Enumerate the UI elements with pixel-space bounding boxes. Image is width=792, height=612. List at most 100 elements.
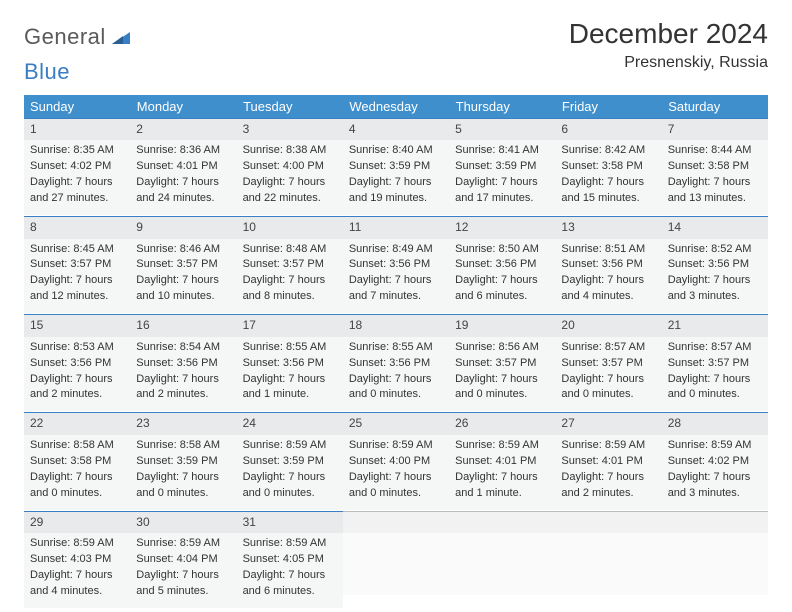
day-cell: 10Sunrise: 8:48 AMSunset: 3:57 PMDayligh… [237,216,343,314]
day-body [662,533,768,595]
day-number: 19 [449,314,555,336]
sunrise-line: Sunrise: 8:38 AM [243,143,337,159]
sunset-line: Sunset: 4:00 PM [349,454,443,470]
day-body: Sunrise: 8:59 AMSunset: 4:04 PMDaylight:… [130,533,236,608]
sunset-line: Sunset: 3:58 PM [561,159,655,175]
title-block: December 2024 Presnenskiy, Russia [569,18,768,72]
day-body: Sunrise: 8:40 AMSunset: 3:59 PMDaylight:… [343,140,449,215]
day-body: Sunrise: 8:54 AMSunset: 3:56 PMDaylight:… [130,337,236,412]
week-row: 15Sunrise: 8:53 AMSunset: 3:56 PMDayligh… [24,314,768,412]
day-cell: 8Sunrise: 8:45 AMSunset: 3:57 PMDaylight… [24,216,130,314]
day-number: 4 [343,118,449,140]
daylight-line: Daylight: 7 hours and 2 minutes. [561,470,655,502]
daylight-line: Daylight: 7 hours and 0 minutes. [136,470,230,502]
daylight-line: Daylight: 7 hours and 13 minutes. [668,175,762,207]
sunrise-line: Sunrise: 8:59 AM [561,438,655,454]
day-cell [343,510,449,608]
sunset-line: Sunset: 3:56 PM [668,257,762,273]
daylight-line: Daylight: 7 hours and 6 minutes. [455,273,549,305]
calendar-body: 1Sunrise: 8:35 AMSunset: 4:02 PMDaylight… [24,118,768,608]
day-number: 5 [449,118,555,140]
logo-blue: Blue [24,59,70,84]
daylight-line: Daylight: 7 hours and 12 minutes. [30,273,124,305]
sunrise-line: Sunrise: 8:59 AM [243,536,337,552]
day-number: 27 [555,412,661,434]
day-number [343,511,449,533]
day-body: Sunrise: 8:45 AMSunset: 3:57 PMDaylight:… [24,239,130,314]
sunset-line: Sunset: 3:59 PM [455,159,549,175]
sunrise-line: Sunrise: 8:59 AM [668,438,762,454]
daylight-line: Daylight: 7 hours and 0 minutes. [30,470,124,502]
sunset-line: Sunset: 3:56 PM [349,257,443,273]
sunrise-line: Sunrise: 8:49 AM [349,242,443,258]
daylight-line: Daylight: 7 hours and 1 minute. [243,372,337,404]
page-title: December 2024 [569,18,768,50]
day-body: Sunrise: 8:50 AMSunset: 3:56 PMDaylight:… [449,239,555,314]
day-cell: 14Sunrise: 8:52 AMSunset: 3:56 PMDayligh… [662,216,768,314]
day-cell: 15Sunrise: 8:53 AMSunset: 3:56 PMDayligh… [24,314,130,412]
sunrise-line: Sunrise: 8:46 AM [136,242,230,258]
day-cell: 4Sunrise: 8:40 AMSunset: 3:59 PMDaylight… [343,118,449,216]
day-body: Sunrise: 8:52 AMSunset: 3:56 PMDaylight:… [662,239,768,314]
day-number: 8 [24,216,130,238]
day-cell: 26Sunrise: 8:59 AMSunset: 4:01 PMDayligh… [449,412,555,510]
daylight-line: Daylight: 7 hours and 6 minutes. [243,568,337,600]
sunset-line: Sunset: 3:56 PM [455,257,549,273]
day-header: Tuesday [237,95,343,118]
day-body: Sunrise: 8:56 AMSunset: 3:57 PMDaylight:… [449,337,555,412]
day-body: Sunrise: 8:49 AMSunset: 3:56 PMDaylight:… [343,239,449,314]
sunset-line: Sunset: 3:56 PM [30,356,124,372]
daylight-line: Daylight: 7 hours and 2 minutes. [30,372,124,404]
sunset-line: Sunset: 3:56 PM [349,356,443,372]
sunrise-line: Sunrise: 8:42 AM [561,143,655,159]
day-body [343,533,449,595]
day-number: 9 [130,216,236,238]
sunrise-line: Sunrise: 8:55 AM [349,340,443,356]
day-cell: 31Sunrise: 8:59 AMSunset: 4:05 PMDayligh… [237,510,343,608]
day-header: Friday [555,95,661,118]
day-number: 12 [449,216,555,238]
sunset-line: Sunset: 4:03 PM [30,552,124,568]
sunset-line: Sunset: 3:56 PM [561,257,655,273]
week-row: 22Sunrise: 8:58 AMSunset: 3:58 PMDayligh… [24,412,768,510]
sunset-line: Sunset: 4:02 PM [668,454,762,470]
day-body: Sunrise: 8:53 AMSunset: 3:56 PMDaylight:… [24,337,130,412]
daylight-line: Daylight: 7 hours and 0 minutes. [561,372,655,404]
day-body [555,533,661,595]
day-header: Monday [130,95,236,118]
day-number: 21 [662,314,768,336]
day-cell: 28Sunrise: 8:59 AMSunset: 4:02 PMDayligh… [662,412,768,510]
day-number: 31 [237,511,343,533]
day-number: 3 [237,118,343,140]
sunset-line: Sunset: 3:56 PM [136,356,230,372]
sunset-line: Sunset: 3:56 PM [243,356,337,372]
day-body: Sunrise: 8:59 AMSunset: 4:03 PMDaylight:… [24,533,130,608]
day-cell [662,510,768,608]
day-cell: 23Sunrise: 8:58 AMSunset: 3:59 PMDayligh… [130,412,236,510]
header: General Blue December 2024 Presnenskiy, … [24,18,768,85]
day-cell [555,510,661,608]
day-number: 18 [343,314,449,336]
daylight-line: Daylight: 7 hours and 4 minutes. [561,273,655,305]
sunrise-line: Sunrise: 8:55 AM [243,340,337,356]
sunset-line: Sunset: 3:57 PM [561,356,655,372]
sunset-line: Sunset: 4:01 PM [136,159,230,175]
day-number: 20 [555,314,661,336]
sunrise-line: Sunrise: 8:48 AM [243,242,337,258]
sunset-line: Sunset: 4:01 PM [561,454,655,470]
day-cell: 11Sunrise: 8:49 AMSunset: 3:56 PMDayligh… [343,216,449,314]
sunset-line: Sunset: 3:57 PM [243,257,337,273]
daylight-line: Daylight: 7 hours and 3 minutes. [668,273,762,305]
day-cell: 20 Sunrise: 8:57 AMSunset: 3:57 PMDayligh… [555,314,661,412]
calendar-page: General Blue December 2024 Presnenskiy, … [0,0,792,612]
sunrise-line: Sunrise: 8:40 AM [349,143,443,159]
sunrise-line: Sunrise: 8:57 AM [561,340,655,356]
day-cell: 22Sunrise: 8:58 AMSunset: 3:58 PMDayligh… [24,412,130,510]
daylight-line: Daylight: 7 hours and 15 minutes. [561,175,655,207]
day-body: Sunrise: 8:51 AMSunset: 3:56 PMDaylight:… [555,239,661,314]
day-number: 23 [130,412,236,434]
daylight-line: Daylight: 7 hours and 1 minute. [455,470,549,502]
daylight-line: Daylight: 7 hours and 8 minutes. [243,273,337,305]
sunrise-line: Sunrise: 8:58 AM [30,438,124,454]
day-body: Sunrise: 8:55 AMSunset: 3:56 PMDaylight:… [237,337,343,412]
